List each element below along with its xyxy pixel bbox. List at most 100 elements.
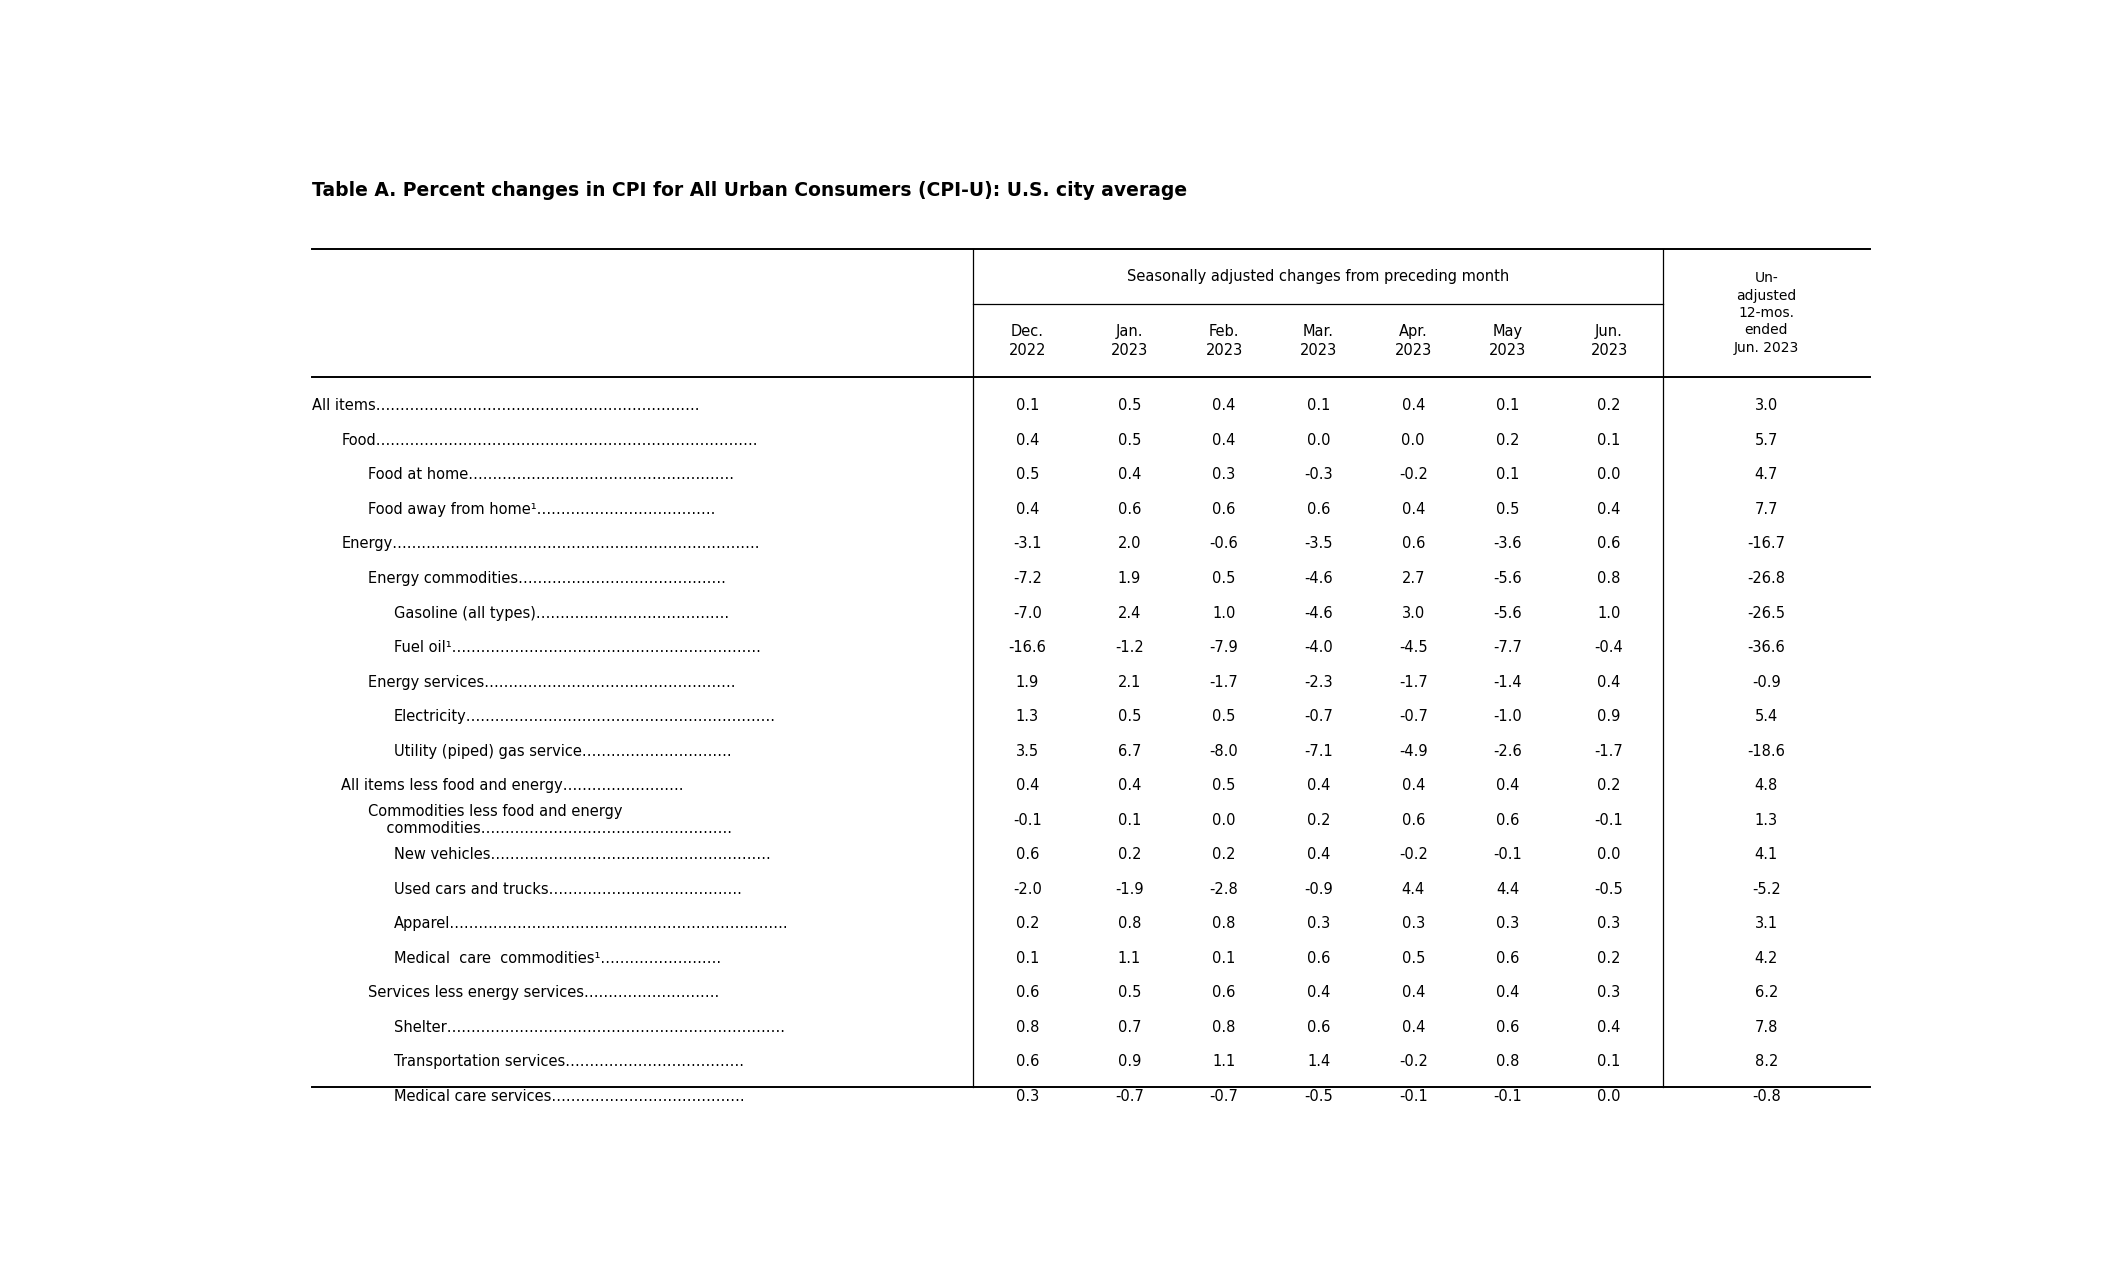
Text: -0.7: -0.7 xyxy=(1210,1089,1238,1104)
Text: 1.1: 1.1 xyxy=(1212,1055,1236,1070)
Text: 4.4: 4.4 xyxy=(1497,882,1520,897)
Text: -3.1: -3.1 xyxy=(1013,537,1042,552)
Text: -4.6: -4.6 xyxy=(1305,571,1332,586)
Text: 3.0: 3.0 xyxy=(1756,398,1779,413)
Text: Food at home……………………………………………….: Food at home………………………………………………. xyxy=(368,467,733,482)
Text: 0.9: 0.9 xyxy=(1118,1055,1141,1070)
Text: 3.0: 3.0 xyxy=(1402,605,1425,620)
Text: -4.9: -4.9 xyxy=(1400,744,1427,759)
Text: 7.8: 7.8 xyxy=(1756,1019,1779,1034)
Text: 0.8: 0.8 xyxy=(1017,1019,1040,1034)
Text: Apparel…………………………………………………………….: Apparel……………………………………………………………. xyxy=(394,916,787,931)
Text: Table A. Percent changes in CPI for All Urban Consumers (CPI-U): U.S. city avera: Table A. Percent changes in CPI for All … xyxy=(312,181,1187,200)
Text: 0.4: 0.4 xyxy=(1017,433,1040,448)
Text: 0.6: 0.6 xyxy=(1307,501,1330,517)
Text: -8.0: -8.0 xyxy=(1210,744,1238,759)
Text: -7.9: -7.9 xyxy=(1210,640,1238,655)
Text: Feb.
2023: Feb. 2023 xyxy=(1206,323,1242,357)
Text: 0.1: 0.1 xyxy=(1118,812,1141,827)
Text: -36.6: -36.6 xyxy=(1747,640,1785,655)
Text: -0.7: -0.7 xyxy=(1116,1089,1143,1104)
Text: 0.5: 0.5 xyxy=(1212,778,1236,793)
Text: 0.6: 0.6 xyxy=(1212,501,1236,517)
Text: -4.5: -4.5 xyxy=(1400,640,1427,655)
Text: 6.2: 6.2 xyxy=(1756,985,1779,1000)
Text: 0.4: 0.4 xyxy=(1402,778,1425,793)
Text: 0.0: 0.0 xyxy=(1598,1089,1621,1104)
Text: -5.2: -5.2 xyxy=(1751,882,1781,897)
Text: -1.9: -1.9 xyxy=(1116,882,1143,897)
Text: 0.0: 0.0 xyxy=(1598,467,1621,482)
Text: 0.5: 0.5 xyxy=(1017,467,1040,482)
Text: 0.2: 0.2 xyxy=(1118,847,1141,863)
Text: 5.7: 5.7 xyxy=(1756,433,1779,448)
Text: 0.8: 0.8 xyxy=(1598,571,1621,586)
Text: 0.6: 0.6 xyxy=(1402,812,1425,827)
Text: -1.7: -1.7 xyxy=(1210,674,1238,690)
Text: 0.4: 0.4 xyxy=(1307,985,1330,1000)
Text: -7.1: -7.1 xyxy=(1305,744,1332,759)
Text: -0.5: -0.5 xyxy=(1596,882,1623,897)
Text: 0.2: 0.2 xyxy=(1598,398,1621,413)
Text: Dec.
2022: Dec. 2022 xyxy=(1008,323,1046,357)
Text: -0.2: -0.2 xyxy=(1400,467,1427,482)
Text: 0.6: 0.6 xyxy=(1017,847,1040,863)
Text: 0.8: 0.8 xyxy=(1212,916,1236,931)
Text: 0.4: 0.4 xyxy=(1402,985,1425,1000)
Text: -26.5: -26.5 xyxy=(1747,605,1785,620)
Text: Energy………………………………………………………………….: Energy…………………………………………………………………. xyxy=(341,537,760,552)
Text: 4.2: 4.2 xyxy=(1756,951,1779,966)
Text: -3.5: -3.5 xyxy=(1305,537,1332,552)
Text: 0.5: 0.5 xyxy=(1212,709,1236,724)
Text: -5.6: -5.6 xyxy=(1495,571,1522,586)
Text: 2.4: 2.4 xyxy=(1118,605,1141,620)
Text: 0.6: 0.6 xyxy=(1497,812,1520,827)
Text: 0.0: 0.0 xyxy=(1402,433,1425,448)
Text: 0.2: 0.2 xyxy=(1598,951,1621,966)
Text: Energy services…………………………………………….: Energy services……………………………………………. xyxy=(368,674,735,690)
Text: 8.2: 8.2 xyxy=(1756,1055,1779,1070)
Text: 1.9: 1.9 xyxy=(1017,674,1040,690)
Text: 0.6: 0.6 xyxy=(1017,1055,1040,1070)
Text: 0.3: 0.3 xyxy=(1598,985,1621,1000)
Text: 0.4: 0.4 xyxy=(1497,985,1520,1000)
Text: -1.7: -1.7 xyxy=(1400,674,1427,690)
Text: 0.2: 0.2 xyxy=(1497,433,1520,448)
Text: Mar.
2023: Mar. 2023 xyxy=(1301,323,1337,357)
Text: 0.2: 0.2 xyxy=(1307,812,1330,827)
Text: 0.4: 0.4 xyxy=(1017,778,1040,793)
Text: 0.1: 0.1 xyxy=(1017,951,1040,966)
Text: 0.1: 0.1 xyxy=(1017,398,1040,413)
Text: Apr.
2023: Apr. 2023 xyxy=(1396,323,1431,357)
Text: 1.3: 1.3 xyxy=(1017,709,1040,724)
Text: Utility (piped) gas service………………………….: Utility (piped) gas service…………………………. xyxy=(394,744,730,759)
Text: -0.9: -0.9 xyxy=(1305,882,1332,897)
Text: Medical  care  commodities¹…………………….: Medical care commodities¹……………………. xyxy=(394,951,720,966)
Text: -5.6: -5.6 xyxy=(1495,605,1522,620)
Text: 0.1: 0.1 xyxy=(1497,467,1520,482)
Text: -0.6: -0.6 xyxy=(1210,537,1238,552)
Text: -7.0: -7.0 xyxy=(1013,605,1042,620)
Text: May
2023: May 2023 xyxy=(1488,323,1526,357)
Text: 0.9: 0.9 xyxy=(1598,709,1621,724)
Text: 0.3: 0.3 xyxy=(1017,1089,1040,1104)
Text: 0.4: 0.4 xyxy=(1598,501,1621,517)
Text: 0.2: 0.2 xyxy=(1017,916,1040,931)
Text: 0.6: 0.6 xyxy=(1017,985,1040,1000)
Text: 4.4: 4.4 xyxy=(1402,882,1425,897)
Text: 2.0: 2.0 xyxy=(1118,537,1141,552)
Text: 7.7: 7.7 xyxy=(1756,501,1779,517)
Text: 0.0: 0.0 xyxy=(1307,433,1330,448)
Text: 0.3: 0.3 xyxy=(1212,467,1236,482)
Text: -0.4: -0.4 xyxy=(1596,640,1623,655)
Text: -26.8: -26.8 xyxy=(1747,571,1785,586)
Text: Medical care services………………………………….: Medical care services…………………………………. xyxy=(394,1089,745,1104)
Text: 0.4: 0.4 xyxy=(1212,398,1236,413)
Text: 0.4: 0.4 xyxy=(1307,847,1330,863)
Text: 0.6: 0.6 xyxy=(1212,985,1236,1000)
Text: 0.4: 0.4 xyxy=(1402,398,1425,413)
Text: -0.2: -0.2 xyxy=(1400,847,1427,863)
Text: -0.1: -0.1 xyxy=(1596,812,1623,827)
Text: -0.1: -0.1 xyxy=(1492,1089,1522,1104)
Text: -16.6: -16.6 xyxy=(1008,640,1046,655)
